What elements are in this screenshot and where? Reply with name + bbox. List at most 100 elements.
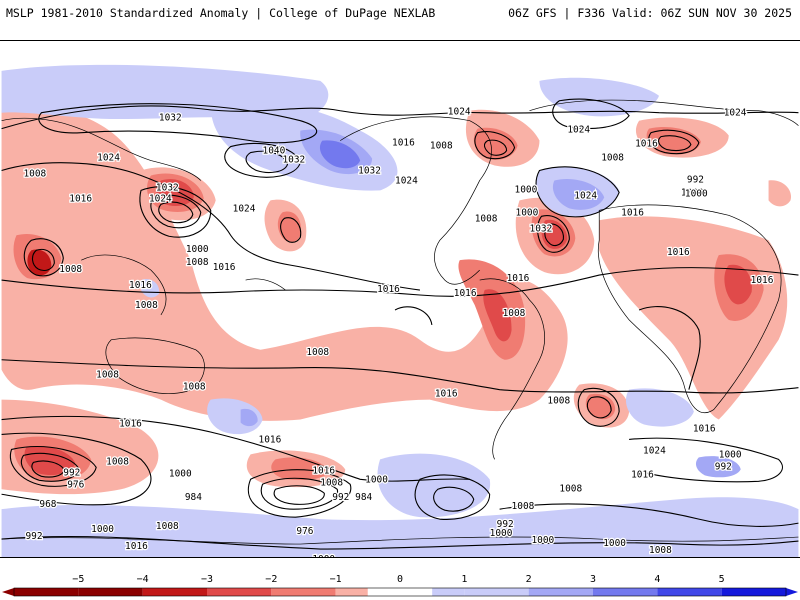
isobar-label: 1032 xyxy=(358,165,381,176)
isobar-label: 1024 xyxy=(448,107,471,118)
isobar-label: 992 xyxy=(332,492,349,503)
colorbar-bin xyxy=(528,588,593,596)
colorbar-bin xyxy=(78,588,143,596)
colorbar-tick-label: −5 xyxy=(72,574,84,585)
colorbar-outline xyxy=(13,587,787,597)
isobar-label: 1024 xyxy=(233,203,256,214)
isobar-label: 1008 xyxy=(183,382,206,393)
colorbar-min-arrow xyxy=(2,588,14,596)
isobar-label: 968 xyxy=(39,499,56,510)
isobar-label: 1000 xyxy=(365,474,388,485)
isobar-label: 1024 xyxy=(643,445,666,456)
colorbar-gradient xyxy=(2,587,798,597)
colorbar-tick-label: −4 xyxy=(137,574,149,585)
colorbar-bin xyxy=(335,588,368,596)
colorbar-bin xyxy=(271,588,336,596)
isobar-label: 1008 xyxy=(135,300,158,311)
isobar-label: 1008 xyxy=(512,501,535,512)
isobar-label: 1016 xyxy=(377,284,400,295)
isobar-label: 1008 xyxy=(320,477,343,488)
isobar-label: 1000 xyxy=(603,538,626,549)
colorbar-tick-label: 2 xyxy=(526,574,532,585)
isobar-label: 1016 xyxy=(125,541,148,552)
isobar-label: 1000 xyxy=(91,524,114,535)
isobar-label: 1032 xyxy=(159,113,182,124)
isobar-label: 1016 xyxy=(507,273,530,284)
isobar-label: 1032 xyxy=(156,182,179,193)
isobar-label: 1000 xyxy=(516,207,539,218)
isobar-label: 1016 xyxy=(621,207,644,218)
colorbar-tick-label: −1 xyxy=(330,574,342,585)
isobar-label: 1008 xyxy=(559,483,582,494)
isobar-label: 1000 xyxy=(490,528,513,539)
colorbar-tick-label: 5 xyxy=(719,574,725,585)
isobar-label: 1016 xyxy=(751,275,774,286)
isobar-label: 1016 xyxy=(667,247,690,258)
colorbar-bin xyxy=(657,588,722,596)
isobar-label: 1024 xyxy=(574,190,597,201)
isobar-label: 1008 xyxy=(186,257,209,268)
isobar-label: 1016 xyxy=(213,262,236,273)
coastlines xyxy=(1,99,799,545)
isobar-label: 1000 xyxy=(515,184,538,195)
colorbar-bin xyxy=(432,588,465,596)
isobar-label: 976 xyxy=(296,526,313,537)
colorbar-bin xyxy=(367,588,433,596)
isobar-label: 1008 xyxy=(156,521,179,532)
colorbar-tick-label: 4 xyxy=(654,574,660,585)
colorbar-tick-label: 1 xyxy=(461,574,467,585)
isobar-label: 1016 xyxy=(454,288,477,299)
negative-anomaly-shading xyxy=(1,106,792,495)
isobar-label: 1008 xyxy=(96,370,119,381)
colorbar-bin xyxy=(142,588,207,596)
isobar-label: 1016 xyxy=(435,389,458,400)
anomaly-colorbar: −5 −4 −3 −2 −1 0 1 2 3 4 5 xyxy=(2,574,798,597)
isobar-label: 1016 xyxy=(129,280,152,291)
isobar-label: 1016 xyxy=(693,423,716,434)
mslp-anomaly-map: 1032 1024 1024 1008 1024 1040 1032 1016 … xyxy=(0,40,800,558)
colorbar-bin xyxy=(14,588,79,596)
isobar-label: 1016 xyxy=(635,139,658,150)
isobar-label: 1024 xyxy=(395,175,418,186)
map-title: MSLP 1981-2010 Standardized Anomaly | Co… xyxy=(6,6,436,20)
isobar-label: 1040 xyxy=(263,146,286,157)
isobar-label: 1008 xyxy=(59,264,82,275)
isobar-contours xyxy=(1,98,799,550)
isobar-label: 992 xyxy=(687,174,704,185)
isobar-label: 1016 xyxy=(259,434,282,445)
isobar-label: 1016 xyxy=(119,419,142,430)
isobar-label: 1032 xyxy=(681,187,704,198)
colorbar-bin xyxy=(207,588,272,596)
isobar-label: 992 xyxy=(715,461,732,472)
isobar-label: 1016 xyxy=(69,193,92,204)
isobar-label: 984 xyxy=(185,492,202,503)
isobar-label: 992 xyxy=(25,531,42,542)
colorbar-tick-label: 0 xyxy=(397,574,403,585)
isobar-label: 1000 xyxy=(312,554,335,558)
isobar-label: 1008 xyxy=(475,213,498,224)
isobar-label: 1008 xyxy=(106,456,129,467)
colorbar-tick-labels: −5 −4 −3 −2 −1 0 1 2 3 4 5 xyxy=(72,574,724,585)
isobar-label: 1016 xyxy=(631,469,654,480)
isobar-label: 1024 xyxy=(97,153,120,164)
colorbar-tick-label: −3 xyxy=(201,574,213,585)
isobar-label: 1008 xyxy=(649,545,672,556)
colorbar-bin xyxy=(464,588,529,596)
isobar-label: 1016 xyxy=(312,465,335,476)
isobar-label: 1024 xyxy=(567,125,590,136)
isobar-label: 1008 xyxy=(547,396,570,407)
isobar-label: 1000 xyxy=(169,468,192,479)
isobar-label: 1024 xyxy=(724,108,747,119)
isobar-label: 1000 xyxy=(685,188,708,199)
colorbar-bin xyxy=(593,588,658,596)
colorbar-bin xyxy=(721,588,786,596)
isobar-label: 976 xyxy=(67,479,84,490)
isobar-label: 1000 xyxy=(719,449,742,460)
isobar-label: 1024 xyxy=(149,193,172,204)
isobar-label: 992 xyxy=(63,467,80,478)
isobar-label: 1000 xyxy=(186,244,209,255)
isobar-label: 1008 xyxy=(601,153,624,164)
colorbar-tick-label: −2 xyxy=(265,574,277,585)
colorbar-tick-label: 3 xyxy=(590,574,596,585)
isobar-labels: 1032 1024 1024 1008 1024 1040 1032 1016 … xyxy=(22,105,775,558)
